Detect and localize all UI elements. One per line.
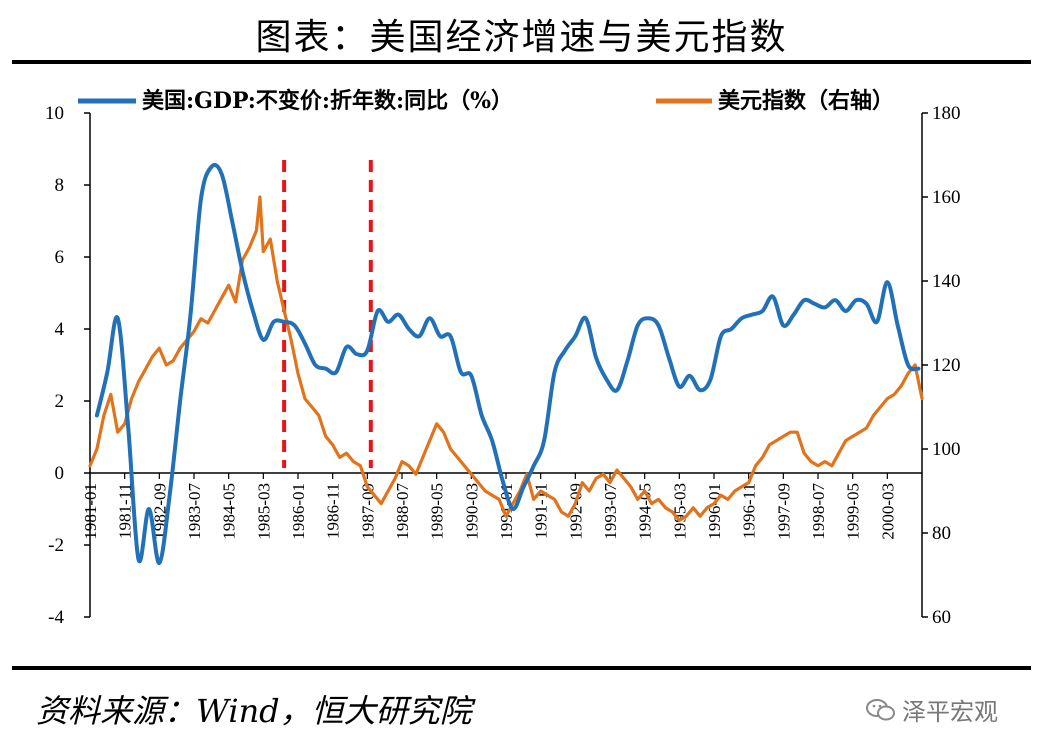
x-tick-label: 1981-01 [81, 483, 100, 540]
x-tick-label: 1981-11 [116, 483, 135, 539]
y-left-tick-label: 6 [55, 247, 65, 268]
reference-lines [282, 160, 373, 468]
y-left-tick-label: 0 [55, 463, 65, 484]
x-tick-label: 1995-03 [670, 483, 689, 540]
y-right-tick-label: 60 [932, 607, 951, 628]
series-line-gdp [94, 163, 921, 566]
x-tick-label: 1985-03 [254, 483, 273, 540]
legend-label-gdp: 美国:GDP:不变价:折年数:同比（%） [142, 88, 513, 114]
y-left-tick-label: 10 [45, 103, 64, 124]
x-tick-label: 1993-07 [601, 483, 620, 540]
y-right-tick-label: 120 [932, 355, 961, 376]
x-tick-label: 1992-09 [566, 483, 585, 540]
y-right-tick-label: 160 [932, 187, 961, 208]
watermark: 泽平宏观 [866, 692, 998, 727]
series-line-usd-index [88, 195, 924, 522]
y-right-tick-label: 140 [932, 271, 961, 292]
bottom-rule [12, 666, 1031, 670]
y-left-tick-label: 8 [55, 175, 65, 196]
x-tick-label: 1996-01 [705, 483, 724, 540]
x-tick-label: 1999-05 [844, 483, 863, 540]
source-note: 资料来源：Wind，恒大研究院 [36, 692, 472, 730]
x-tick-label: 1990-03 [462, 483, 481, 540]
x-tick-label: 1986-11 [324, 483, 343, 539]
x-tick-label: 2000-03 [878, 483, 897, 540]
series-lines [88, 163, 924, 566]
legend-label-usd-index: 美元指数（右轴） [718, 88, 894, 114]
y-left-tick-label: 2 [55, 391, 65, 412]
x-tick-label: 1996-11 [740, 483, 759, 539]
x-tick-label: 1987-09 [358, 483, 377, 540]
y-left-tick-label: 4 [55, 319, 65, 340]
x-tick-label: 1984-05 [220, 483, 239, 540]
axes: -4 -2 0 2 4 6 8 10 60 80 100 120 140 160 180 1981-01 198… [45, 103, 961, 628]
top-rule [12, 60, 1031, 64]
y-right-tick-label: 80 [932, 523, 951, 544]
x-tick-label: 1986-01 [289, 483, 308, 540]
watermark-text: 泽平宏观 [902, 698, 998, 726]
y-left-tick-label: -4 [48, 607, 64, 628]
x-tick-label: 1989-05 [428, 483, 447, 540]
x-tick-label: 1988-07 [393, 483, 412, 540]
x-tick-label: 1997-09 [774, 483, 793, 540]
wechat-icon [866, 698, 895, 720]
y-right-tick-label: 180 [932, 103, 961, 124]
x-tick-label: 1991-01 [497, 483, 516, 540]
legend: 美国:GDP:不变价:折年数:同比（%） 美元指数（右轴） [78, 88, 894, 114]
x-tick-label: 1998-07 [809, 483, 828, 540]
x-tick-label: 1983-07 [185, 483, 204, 540]
y-right-tick-label: 100 [932, 439, 961, 460]
chart-title: 图表：美国经济增速与美元指数 [255, 17, 788, 58]
y-left-tick-label: -2 [48, 535, 64, 556]
